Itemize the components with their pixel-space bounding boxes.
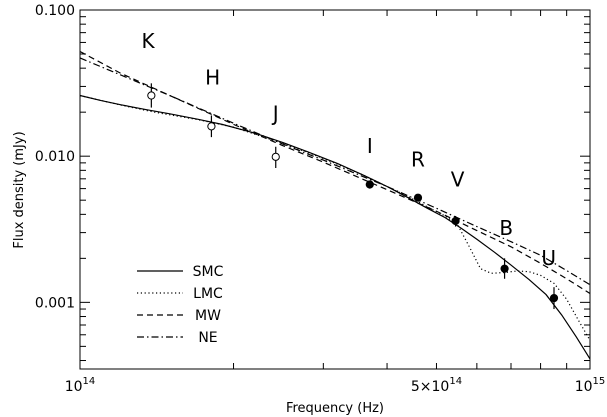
x-axis-ticks: 1014 5×1014 1015 bbox=[65, 10, 606, 395]
band-label-I: I bbox=[367, 134, 373, 158]
band-label-B: B bbox=[499, 216, 513, 240]
band-label-H: H bbox=[205, 65, 220, 89]
model-curves bbox=[79, 50, 591, 360]
data-point-J bbox=[271, 152, 280, 161]
band-labels: K H J I R V B U bbox=[142, 29, 557, 270]
data-point-V bbox=[451, 216, 460, 226]
y-tick-label: 0.001 bbox=[35, 295, 75, 311]
band-label-K: K bbox=[142, 29, 156, 53]
x-axis-label: Frequency (Hz) bbox=[286, 401, 384, 416]
band-label-V: V bbox=[451, 168, 465, 192]
plot-frame bbox=[79, 9, 591, 370]
data-point-R bbox=[413, 193, 423, 202]
series-smc-line bbox=[79, 94, 591, 360]
y-tick-label: 0.100 bbox=[35, 3, 75, 19]
series-mw-line bbox=[79, 50, 591, 294]
data-point-K bbox=[147, 91, 156, 100]
legend: SMC LMC MW NE bbox=[137, 264, 224, 346]
band-label-R: R bbox=[411, 147, 425, 171]
y-axis-ticks: 0.001 0.010 0.100 bbox=[35, 3, 590, 362]
series-lmc-line bbox=[79, 94, 591, 341]
observed-fluxes bbox=[147, 83, 559, 310]
y-tick-label: 0.010 bbox=[35, 149, 75, 165]
legend-label-mw: MW bbox=[195, 308, 221, 324]
y-axis-label: Flux density (mJy) bbox=[12, 131, 27, 248]
legend-label-lmc: LMC bbox=[193, 286, 223, 302]
x-tick-label: 5×1014 bbox=[411, 376, 462, 395]
legend-label-smc: SMC bbox=[193, 264, 224, 280]
x-tick-label: 1014 bbox=[65, 376, 96, 395]
band-label-J: J bbox=[271, 102, 279, 126]
data-point-U bbox=[549, 293, 559, 303]
series-ne-line bbox=[79, 57, 591, 286]
legend-label-ne: NE bbox=[198, 330, 217, 346]
band-label-U: U bbox=[541, 246, 556, 270]
x-tick-label: 1015 bbox=[575, 376, 606, 395]
data-point-B bbox=[500, 264, 509, 273]
data-point-H bbox=[207, 122, 216, 131]
data-point-I bbox=[365, 180, 374, 189]
